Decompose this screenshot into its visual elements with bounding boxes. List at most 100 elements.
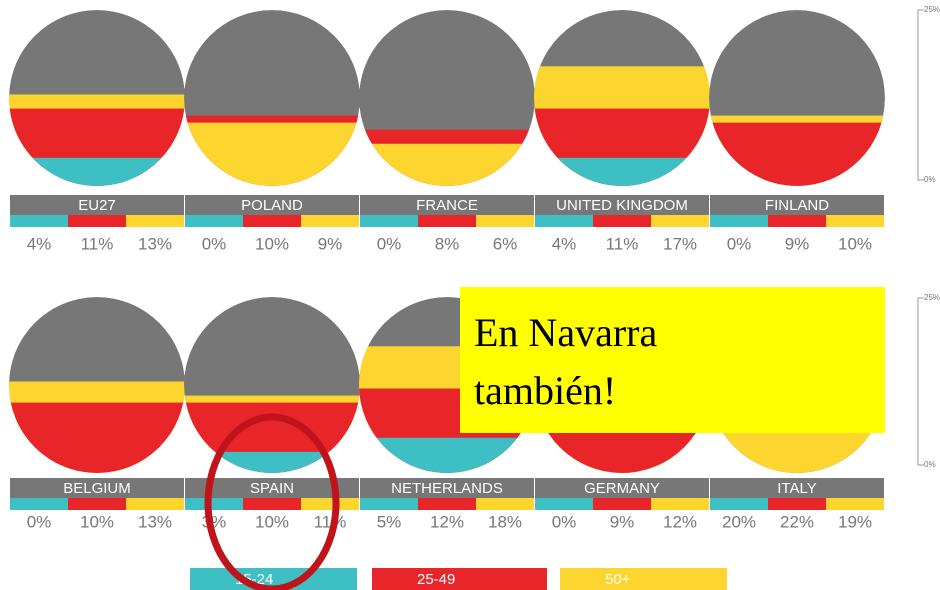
value-label: 0% <box>202 234 227 253</box>
value-label: 9% <box>318 234 343 253</box>
legend-strip <box>360 498 418 510</box>
legend-strip <box>593 498 651 510</box>
value-label: 12% <box>663 512 697 531</box>
value-label: 10% <box>255 234 289 253</box>
value-label: 0% <box>552 512 577 531</box>
y-tick-label: 25% <box>924 293 940 302</box>
annotation: En Navarra <box>474 310 657 355</box>
band <box>709 122 885 186</box>
country-label: FRANCE <box>416 197 478 214</box>
label-bar <box>710 195 884 215</box>
label-bar <box>710 478 884 498</box>
legend-strip <box>418 498 476 510</box>
value-label: 4% <box>552 234 577 253</box>
legend-label: 50+ <box>605 571 631 588</box>
legend-strip <box>710 215 768 227</box>
value-label: 6% <box>493 234 518 253</box>
legend-strip <box>10 215 68 227</box>
legend-strip <box>768 498 826 510</box>
label-bar <box>360 195 534 215</box>
value-label: 13% <box>138 234 172 253</box>
circle-chart <box>709 10 885 186</box>
value-label: 0% <box>727 234 752 253</box>
scale-bracket <box>917 9 924 181</box>
legend-strip <box>126 215 184 227</box>
legend-strip <box>535 215 593 227</box>
legend-strip <box>243 215 301 227</box>
country-label: FINLAND <box>765 197 829 214</box>
legend-strip <box>826 498 884 510</box>
band <box>359 437 535 473</box>
circle-chart <box>9 10 185 186</box>
legend-strip <box>768 215 826 227</box>
value-label: 11% <box>81 234 114 253</box>
highlight-ellipse <box>204 413 340 590</box>
legend-strip <box>476 215 534 227</box>
annotation: también! <box>474 368 616 413</box>
band <box>9 402 185 473</box>
legend-strip <box>826 215 884 227</box>
legend-strip <box>651 215 709 227</box>
legend-strip <box>476 498 534 510</box>
legend-swatch <box>560 568 727 590</box>
label-bar <box>185 195 359 215</box>
label-bar <box>10 195 184 215</box>
value-label: 13% <box>138 512 172 531</box>
value-label: 18% <box>488 512 522 531</box>
annotation-box <box>460 287 885 433</box>
value-label: 11% <box>606 234 639 253</box>
circle-chart <box>184 10 360 186</box>
y-tick-label: 0% <box>924 175 936 184</box>
country-label: UNITED KINGDOM <box>556 197 688 214</box>
circle-chart <box>184 297 360 473</box>
country-label: GERMANY <box>584 480 660 497</box>
scale-bracket <box>917 297 924 466</box>
label-bar <box>185 478 359 498</box>
value-label: 4% <box>27 234 52 253</box>
value-label: 5% <box>377 512 402 531</box>
legend-strip <box>593 215 651 227</box>
value-label: 0% <box>377 234 402 253</box>
legend-strip <box>360 215 418 227</box>
value-label: 0% <box>27 512 52 531</box>
legend-strip <box>301 215 359 227</box>
value-label: 10% <box>255 512 289 531</box>
legend-strip <box>185 215 243 227</box>
y-tick-label: 0% <box>924 460 936 469</box>
legend-strip <box>68 498 126 510</box>
value-label: 10% <box>80 512 114 531</box>
legend-strip <box>710 498 768 510</box>
band <box>359 143 535 186</box>
legend-strip <box>126 498 184 510</box>
legend-strip <box>301 498 359 510</box>
label-bar <box>360 478 534 498</box>
legend-strip <box>651 498 709 510</box>
value-label: 19% <box>838 512 872 531</box>
y-tick-label: 25% <box>924 5 940 14</box>
legend-strip <box>10 498 68 510</box>
legend-label: 25-49 <box>417 571 455 588</box>
country-label: POLAND <box>241 197 303 214</box>
circle-chart <box>359 10 535 186</box>
value-label: 17% <box>663 234 697 253</box>
country-label: SPAIN <box>250 480 294 497</box>
value-label: 8% <box>435 234 460 253</box>
label-bar <box>535 478 709 498</box>
value-label: 9% <box>785 234 810 253</box>
country-label: ITALY <box>777 480 816 497</box>
legend-strip <box>418 215 476 227</box>
legend-strip <box>535 498 593 510</box>
legend-swatch <box>372 568 547 590</box>
label-bar <box>10 478 184 498</box>
circle-chart <box>534 10 710 186</box>
country-label: BELGIUM <box>63 480 131 497</box>
value-label: 9% <box>610 512 635 531</box>
circle-chart <box>9 297 185 473</box>
country-label: NETHERLANDS <box>391 480 503 497</box>
value-label: 22% <box>780 512 814 531</box>
band <box>534 157 710 186</box>
label-bar <box>535 195 709 215</box>
legend-strip <box>243 498 301 510</box>
band <box>9 157 185 186</box>
